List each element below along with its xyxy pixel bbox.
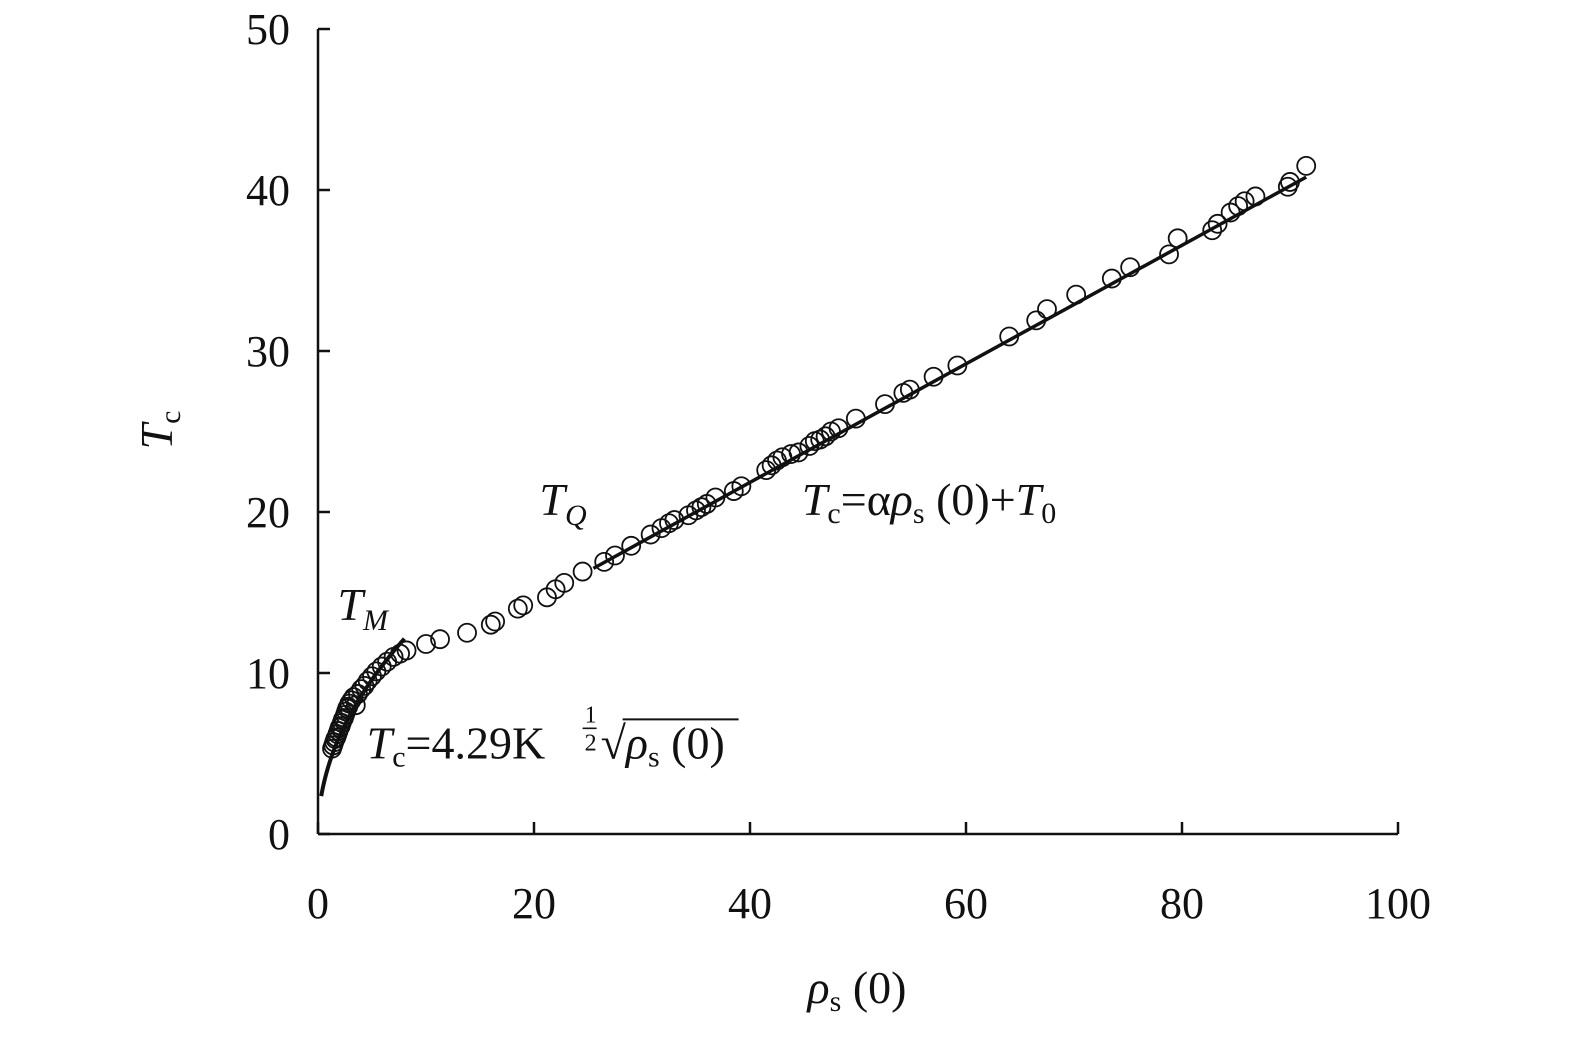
data-point — [828, 418, 849, 439]
y-tick-label: 40 — [246, 166, 290, 215]
data-point — [1202, 220, 1223, 241]
data-point — [1245, 186, 1266, 207]
sqrt-formula-exponent-denominator: 2 — [585, 730, 597, 756]
data-point — [605, 545, 625, 566]
data-point — [1026, 310, 1047, 331]
data-point — [899, 379, 920, 400]
data-point — [430, 629, 450, 650]
data-point — [480, 614, 501, 635]
sqrt-formula-tail: (0) — [660, 717, 725, 768]
sqrt-formula-root-symbol: √ — [601, 717, 627, 768]
data-point — [686, 500, 706, 521]
data-point — [1066, 284, 1087, 305]
data-point — [1220, 202, 1241, 223]
data-point — [1234, 191, 1255, 212]
linear-formula-c: c — [827, 497, 840, 530]
data-point — [457, 622, 477, 643]
linear-fit-line — [592, 175, 1308, 570]
sqrt-formula-exponent-numerator: 1 — [585, 702, 597, 728]
data-point — [371, 656, 392, 677]
linear-formula-s: s — [913, 497, 925, 530]
linear-formula-t0: T — [1016, 474, 1045, 525]
data-point — [788, 442, 809, 463]
data-point — [513, 595, 534, 616]
data-point — [1120, 257, 1141, 278]
tq-label-subscript: Q — [565, 499, 587, 532]
data-point — [621, 535, 642, 556]
tq-label-symbol: T — [539, 474, 568, 525]
axes — [316, 29, 1398, 836]
sqrt-formula-t: T — [367, 717, 396, 768]
x-tick-label: 20 — [512, 879, 556, 928]
data-point — [1228, 196, 1249, 217]
y-tick-label: 30 — [246, 327, 290, 376]
sqrt-formula-root-expression: √ρs (0) — [601, 717, 725, 773]
y-tick-label: 50 — [246, 5, 290, 54]
data-point — [799, 436, 820, 456]
sqrt-formula-c: c — [392, 740, 405, 773]
x-tick-label: 100 — [1365, 879, 1431, 928]
data-point — [554, 572, 575, 593]
data-point — [845, 408, 866, 429]
tm-label-subscript: M — [362, 604, 390, 637]
data-point — [731, 476, 752, 497]
data-point — [485, 611, 506, 632]
x-axis-title: ρs (0) — [806, 962, 907, 1018]
y-tick-label: 10 — [246, 649, 290, 698]
sqrt-fit-formula: Tc=4.29K — [367, 717, 546, 773]
x-tick-label: 80 — [1160, 879, 1204, 928]
linear-formula-mid: (0)+ — [925, 474, 1016, 525]
tm-label-symbol: T — [337, 579, 366, 630]
data-point — [1101, 268, 1122, 289]
data-point — [1167, 228, 1188, 249]
x-axis-ticks: 0 20 40 60 80 100 — [307, 822, 1431, 928]
data-point — [507, 598, 528, 619]
linear-formula-t: T — [802, 474, 831, 525]
sqrt-formula-s: s — [648, 740, 660, 773]
data-point — [1037, 299, 1057, 320]
sqrt-formula-eq: =4.29K — [406, 717, 546, 768]
data-point — [594, 552, 615, 572]
data-point — [947, 355, 968, 376]
x-tick-label: 0 — [307, 879, 329, 928]
data-point — [705, 487, 726, 508]
data-point — [416, 634, 436, 654]
y-axis-title: Tc — [131, 411, 187, 450]
data-point — [1280, 172, 1300, 192]
x-axis-title-suffix: (0) — [841, 962, 906, 1013]
data-point — [999, 326, 1020, 347]
linear-fit-formula: Tc=αρs (0)+T0 — [802, 474, 1056, 530]
data-point — [640, 524, 661, 545]
data-point — [664, 510, 685, 530]
data-point — [572, 561, 593, 582]
linear-formula-rho: ρ — [889, 474, 913, 525]
sqrt-formula-rho: ρ — [624, 717, 648, 768]
data-points — [322, 155, 1317, 759]
y-axis-title-subscript: c — [154, 411, 187, 424]
y-axis-title-symbol: T — [131, 420, 182, 449]
data-point — [341, 690, 362, 711]
x-tick-label: 60 — [944, 879, 988, 928]
x-axis-title-symbol: ρ — [806, 962, 830, 1013]
linear-formula-eq: =α — [841, 474, 891, 525]
data-point — [396, 640, 417, 661]
data-point — [781, 444, 801, 464]
data-point — [691, 497, 712, 518]
data-point — [875, 394, 895, 415]
tm-label: TM — [337, 579, 390, 637]
data-point — [1207, 213, 1228, 234]
x-axis-title-subscript: s — [830, 985, 842, 1018]
x-tick-label: 40 — [728, 879, 772, 928]
y-tick-label: 20 — [246, 488, 290, 537]
linear-formula-zero: 0 — [1041, 497, 1056, 530]
y-axis-ticks: 0 10 20 30 40 50 — [246, 5, 330, 859]
data-point — [1159, 244, 1179, 265]
data-point — [923, 366, 944, 387]
tq-label: TQ — [539, 474, 587, 532]
data-point — [1296, 155, 1317, 176]
data-point — [659, 513, 679, 534]
y-tick-label: 0 — [268, 810, 290, 859]
